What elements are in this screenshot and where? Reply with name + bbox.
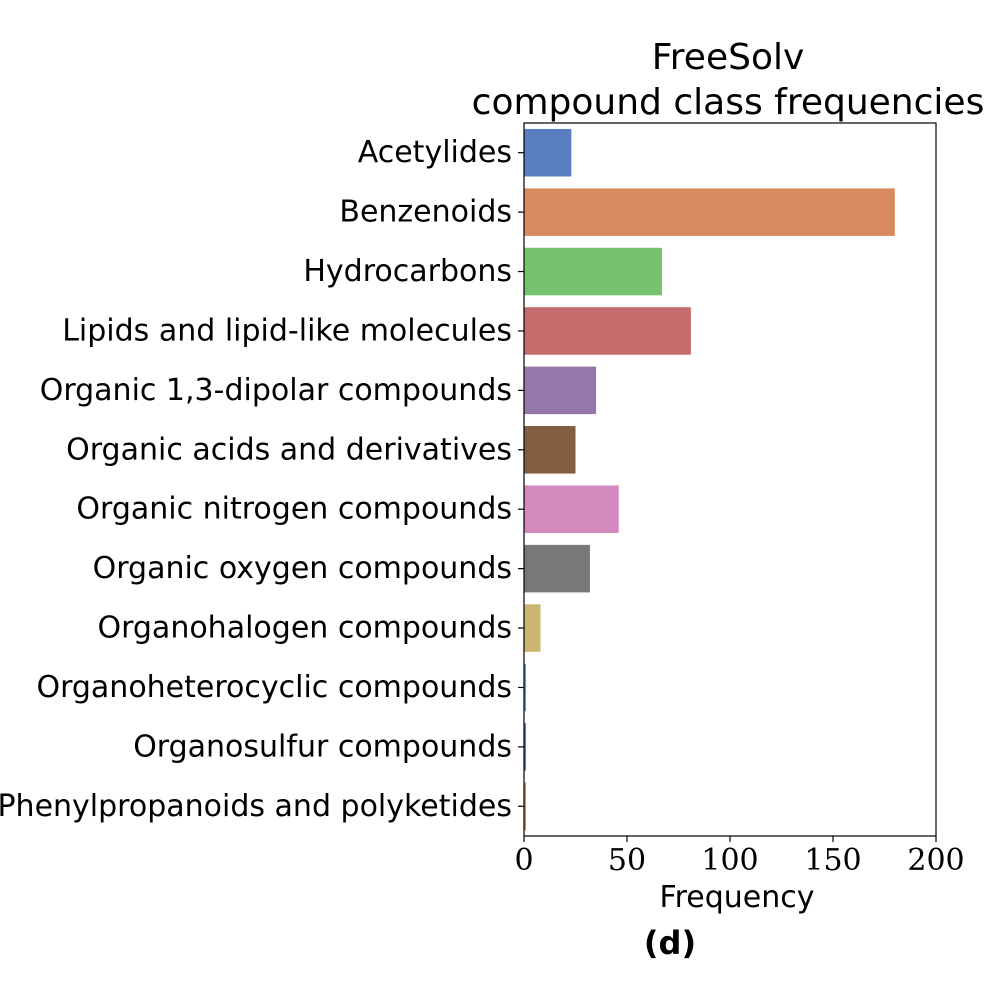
x-tick-label: 0 bbox=[514, 843, 533, 878]
x-tick-label: 50 bbox=[608, 843, 646, 878]
category-label: Organic 1,3-dipolar compounds bbox=[40, 373, 512, 408]
chart-title-line-1: FreeSolv bbox=[652, 37, 805, 78]
bar bbox=[524, 307, 691, 355]
x-tick-label: 200 bbox=[907, 843, 964, 878]
bar bbox=[524, 782, 527, 831]
category-label: Organohalogen compounds bbox=[97, 611, 512, 646]
category-label: Hydrocarbons bbox=[303, 254, 512, 289]
panel-label: (d) bbox=[644, 924, 696, 962]
bar bbox=[524, 247, 663, 296]
x-tick-label: 100 bbox=[701, 843, 758, 878]
bar bbox=[524, 723, 527, 771]
bar bbox=[524, 366, 597, 415]
bars-group bbox=[524, 128, 895, 831]
category-label: Organosulfur compounds bbox=[133, 729, 512, 764]
category-label: Benzenoids bbox=[339, 195, 512, 230]
x-axis-ticks: 0 50 100 150 200 bbox=[514, 836, 965, 878]
bar bbox=[524, 604, 541, 652]
bar bbox=[524, 544, 590, 593]
category-label: Phenylpropanoids and polyketides bbox=[0, 789, 512, 824]
bar bbox=[524, 663, 527, 712]
bar bbox=[524, 485, 619, 533]
category-label: Acetylides bbox=[358, 135, 512, 170]
plot-frame bbox=[523, 122, 937, 837]
category-label: Organic acids and derivatives bbox=[66, 432, 512, 467]
bar bbox=[524, 128, 572, 177]
x-tick-label: 150 bbox=[804, 843, 861, 878]
x-axis-label: Frequency bbox=[660, 880, 815, 915]
chart-title-line-2: compound class frequencies bbox=[472, 82, 985, 123]
category-labels: Acetylides Benzenoids Hydrocarbons Lipids a… bbox=[0, 135, 524, 824]
category-label: Lipids and lipid-like molecules bbox=[62, 313, 512, 348]
category-label: Organic nitrogen compounds bbox=[76, 492, 512, 527]
bar bbox=[524, 426, 576, 474]
bar bbox=[524, 188, 895, 236]
category-label: Organic oxygen compounds bbox=[93, 551, 512, 586]
category-label: Organoheterocyclic compounds bbox=[36, 670, 512, 705]
